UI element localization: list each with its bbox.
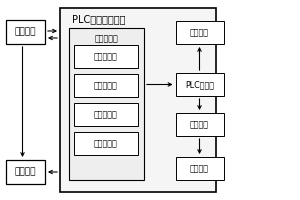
FancyBboxPatch shape	[74, 103, 138, 126]
Text: 驱动模块: 驱动模块	[190, 120, 209, 129]
FancyBboxPatch shape	[176, 157, 224, 180]
FancyBboxPatch shape	[74, 45, 138, 68]
FancyBboxPatch shape	[176, 73, 224, 96]
Text: 压力传感器: 压力传感器	[94, 52, 118, 61]
Text: 电源模块: 电源模块	[15, 27, 36, 36]
FancyBboxPatch shape	[60, 8, 216, 192]
FancyBboxPatch shape	[74, 132, 138, 155]
Text: PLC智能控制单元: PLC智能控制单元	[72, 14, 125, 24]
FancyBboxPatch shape	[6, 160, 45, 184]
FancyBboxPatch shape	[176, 113, 224, 136]
Text: 显示模块: 显示模块	[190, 164, 209, 173]
Text: 热泵单元: 热泵单元	[15, 168, 36, 176]
Text: PLC控制器: PLC控制器	[185, 80, 214, 89]
FancyBboxPatch shape	[69, 28, 144, 180]
Text: 其它传感器: 其它传感器	[94, 139, 118, 148]
Text: 温度传感器: 温度传感器	[94, 81, 118, 90]
FancyBboxPatch shape	[74, 74, 138, 97]
Text: 流量传感器: 流量传感器	[94, 110, 118, 119]
Text: 报警模块: 报警模块	[190, 28, 209, 37]
Text: 传感器模块: 传感器模块	[94, 34, 118, 44]
FancyBboxPatch shape	[176, 21, 224, 44]
FancyBboxPatch shape	[6, 20, 45, 44]
